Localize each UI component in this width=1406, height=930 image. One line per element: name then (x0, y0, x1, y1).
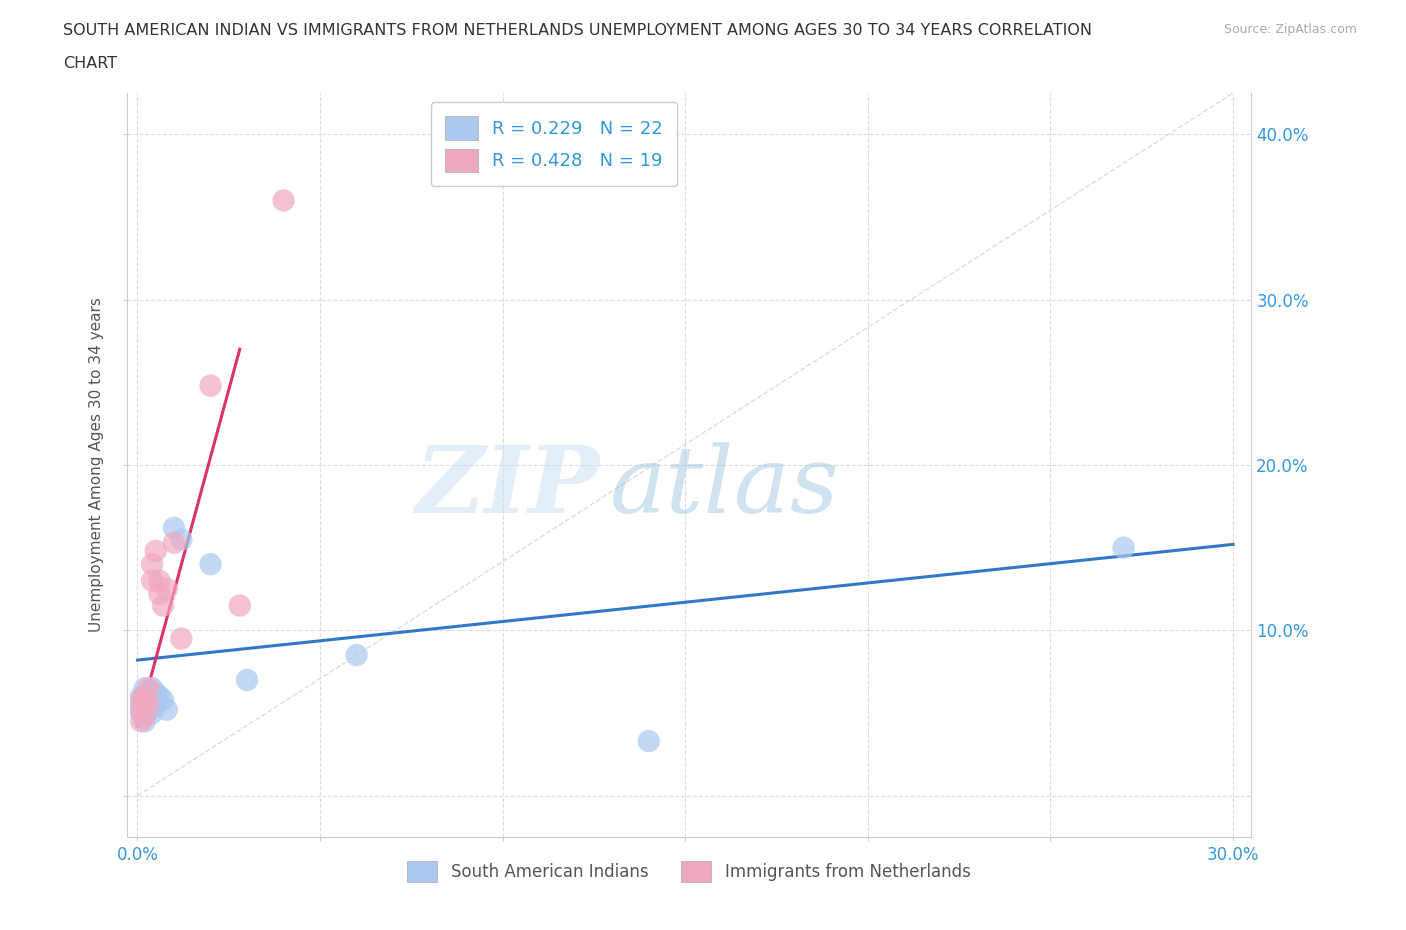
Point (129, 714, 152, 729)
Text: Source: ZipAtlas.com: Source: ZipAtlas.com (1223, 23, 1357, 36)
Text: SOUTH AMERICAN INDIAN VS IMMIGRANTS FROM NETHERLANDS UNEMPLOYMENT AMONG AGES 30 : SOUTH AMERICAN INDIAN VS IMMIGRANTS FROM… (63, 23, 1092, 38)
Point (138, 698, 160, 712)
Text: ZIP: ZIP (415, 443, 599, 532)
Point (145, 698, 167, 712)
Point (145, 543, 167, 558)
Point (134, 689, 156, 704)
Point (134, 709, 156, 724)
Point (129, 706, 152, 721)
Point (134, 681, 156, 696)
Point (134, 692, 156, 707)
Point (141, 681, 163, 696)
Point (152, 692, 174, 707)
Point (141, 706, 163, 721)
Point (138, 681, 160, 696)
Point (138, 689, 160, 704)
Point (141, 557, 163, 572)
Text: atlas: atlas (610, 443, 839, 532)
Point (129, 698, 152, 712)
Point (1112, 540, 1135, 555)
Point (236, 672, 259, 687)
Point (200, 379, 222, 393)
Point (134, 714, 156, 729)
Point (229, 598, 252, 613)
Point (156, 581, 179, 596)
Point (145, 685, 167, 700)
Point (148, 573, 170, 588)
Point (148, 689, 170, 704)
Point (141, 573, 163, 588)
Point (129, 702, 152, 717)
Point (138, 702, 160, 717)
Point (170, 631, 193, 646)
Point (129, 689, 152, 704)
Point (163, 536, 186, 551)
Point (129, 692, 152, 707)
Legend: South American Indians, Immigrants from Netherlands: South American Indians, Immigrants from … (394, 847, 984, 896)
Point (637, 734, 659, 749)
Point (163, 521, 186, 536)
Point (156, 702, 179, 717)
Point (200, 557, 222, 572)
Point (273, 193, 295, 208)
Point (346, 647, 368, 662)
Y-axis label: Unemployment Among Ages 30 to 34 years: Unemployment Among Ages 30 to 34 years (89, 298, 104, 632)
Point (152, 598, 174, 613)
Point (170, 532, 193, 547)
Text: CHART: CHART (63, 56, 117, 71)
Point (148, 587, 170, 602)
